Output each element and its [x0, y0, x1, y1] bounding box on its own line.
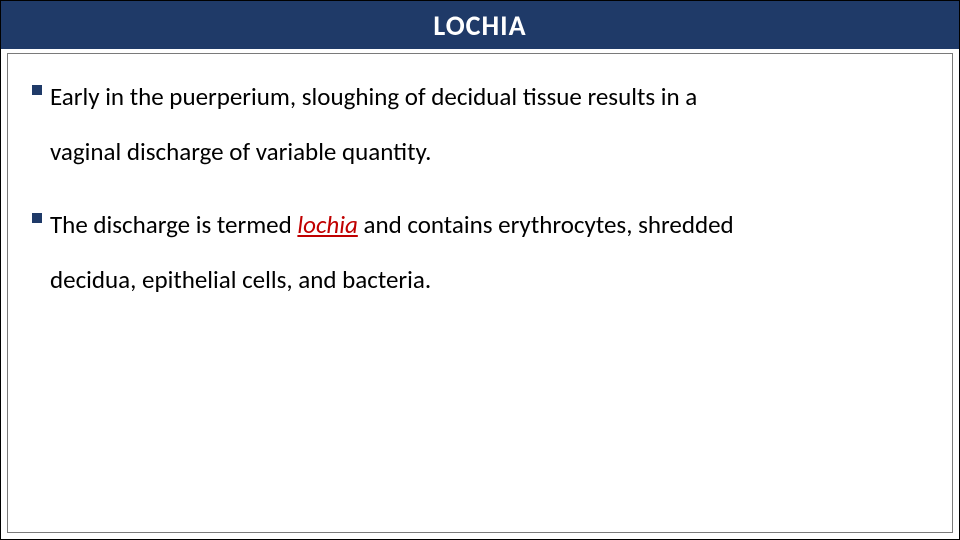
- slide-container: LOCHIA Early in the puerperium, sloughin…: [0, 0, 960, 540]
- bullet-text: Early in the puerperium, sloughing of de…: [50, 72, 928, 182]
- emphasized-term: lochia: [297, 209, 357, 240]
- square-bullet-icon: [32, 85, 42, 95]
- bullet-line1: Early in the puerperium, sloughing of de…: [50, 81, 697, 112]
- content-box: Early in the puerperium, sloughing of de…: [7, 53, 953, 533]
- bullet-line2: vaginal discharge of variable quantity.: [50, 122, 928, 182]
- square-bullet-icon: [32, 213, 42, 223]
- bullet-text: The discharge is termed lochia and conta…: [50, 200, 928, 310]
- bullet-item: Early in the puerperium, sloughing of de…: [32, 72, 928, 182]
- title-bar: LOCHIA: [1, 1, 959, 49]
- bullet-line1-pre: The discharge is termed: [50, 209, 297, 240]
- slide-title: LOCHIA: [433, 8, 526, 43]
- bullet-line1-post: and contains erythrocytes, shredded: [358, 209, 734, 240]
- bullet-item: The discharge is termed lochia and conta…: [32, 200, 928, 310]
- bullet-line2: decidua, epithelial cells, and bacteria.: [50, 250, 928, 310]
